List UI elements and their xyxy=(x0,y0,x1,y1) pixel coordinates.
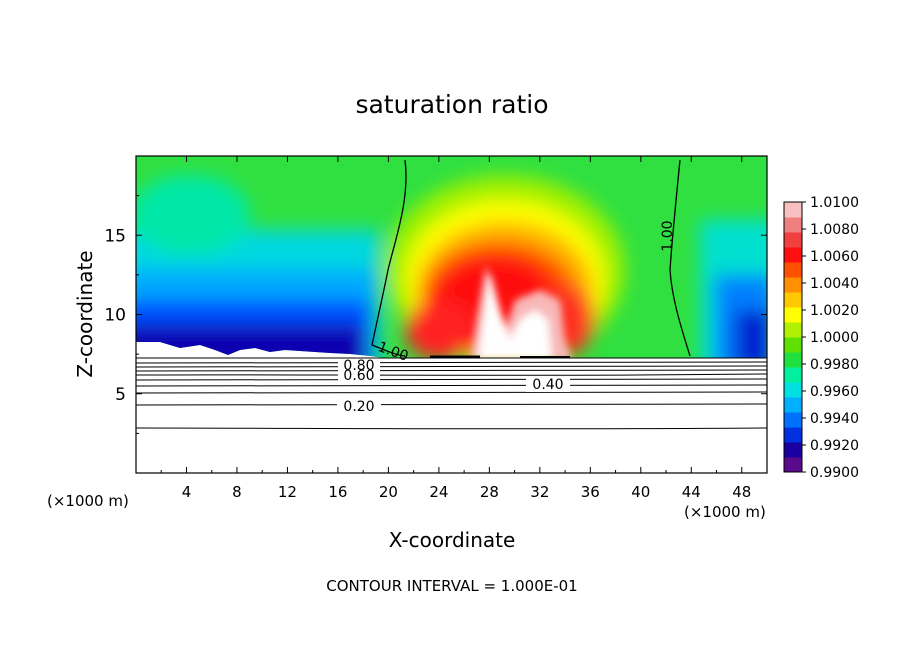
x-axis: 4 8 12 16 20 24 28 32 36 40 44 48 xyxy=(160,156,751,501)
plot-area xyxy=(136,156,767,473)
colorbar-swatch xyxy=(784,292,802,308)
colorbar-swatch xyxy=(784,397,802,413)
colorbar-swatch xyxy=(784,352,802,368)
colorbar-label: 1.0000 xyxy=(810,330,859,346)
y-tick-label: 5 xyxy=(115,385,126,405)
colorbar-label: 1.0020 xyxy=(810,303,859,319)
x-tick-label: 16 xyxy=(328,483,347,501)
heatmap-field xyxy=(136,156,767,358)
colorbar-label: 1.0100 xyxy=(810,195,859,211)
colorbar-label: 1.0080 xyxy=(810,222,859,238)
colorbar: 1.0100 1.0080 1.0060 1.0040 1.0020 1.0000 0.99… xyxy=(783,195,859,481)
contour-label: 0.40 xyxy=(532,377,563,393)
y-axis: 5 10 15 xyxy=(104,195,767,434)
colorbar-label: 0.9940 xyxy=(810,411,859,427)
x-tick-label: 4 xyxy=(182,483,192,501)
colorbar-swatch xyxy=(784,277,802,293)
colorbar-swatch xyxy=(784,202,802,218)
colorbar-swatch xyxy=(784,217,802,233)
colorbar-label: 1.0060 xyxy=(810,249,859,265)
x-tick-label: 20 xyxy=(379,483,398,501)
contour-label: 0.20 xyxy=(343,399,374,415)
chart-title: saturation ratio xyxy=(355,90,548,119)
colorbar-label: 0.9960 xyxy=(810,384,859,400)
colorbar-label: 0.9900 xyxy=(810,465,859,481)
x-tick-label: 12 xyxy=(278,483,297,501)
x-unit-right: (×1000 m) xyxy=(684,503,766,521)
colorbar-label: 1.0040 xyxy=(810,276,859,292)
y-tick-label: 15 xyxy=(104,226,126,246)
x-tick-label: 28 xyxy=(480,483,499,501)
x-tick-label: 24 xyxy=(429,483,448,501)
x-tick-label: 40 xyxy=(631,483,650,501)
x-unit-left: (×1000 m) xyxy=(47,492,129,510)
colorbar-swatch xyxy=(784,442,802,458)
x-tick-label: 44 xyxy=(682,483,701,501)
colorbar-label: 0.9980 xyxy=(810,357,859,373)
colorbar-swatch xyxy=(784,367,802,383)
contour-labels: 1.00 1.00 0.80 0.60 0.40 0.20 xyxy=(337,220,676,415)
colorbar-swatch xyxy=(784,232,802,248)
contour-interval-note: CONTOUR INTERVAL = 1.000E-01 xyxy=(326,577,577,595)
x-tick-label: 32 xyxy=(530,483,549,501)
x-tick-label: 8 xyxy=(232,483,242,501)
contour-lines xyxy=(136,355,767,430)
x-tick-label: 48 xyxy=(732,483,751,501)
colorbar-swatch xyxy=(784,247,802,263)
colorbar-label: 0.9920 xyxy=(810,438,859,454)
colorbar-swatch xyxy=(784,457,802,473)
contour-label: 0.60 xyxy=(343,368,374,384)
y-axis-label: Z-coordinate xyxy=(73,250,97,377)
contour-label: 1.00 xyxy=(660,220,676,251)
x-tick-label: 36 xyxy=(581,483,600,501)
colorbar-swatch xyxy=(784,427,802,443)
colorbar-swatch xyxy=(784,307,802,323)
colorbar-swatch xyxy=(784,337,802,353)
y-tick-label: 10 xyxy=(104,306,126,326)
colorbar-swatch xyxy=(784,262,802,278)
colorbar-swatch xyxy=(784,382,802,398)
x-axis-label: X-coordinate xyxy=(389,528,516,552)
colorbar-swatch xyxy=(784,322,802,338)
colorbar-swatch xyxy=(784,412,802,428)
